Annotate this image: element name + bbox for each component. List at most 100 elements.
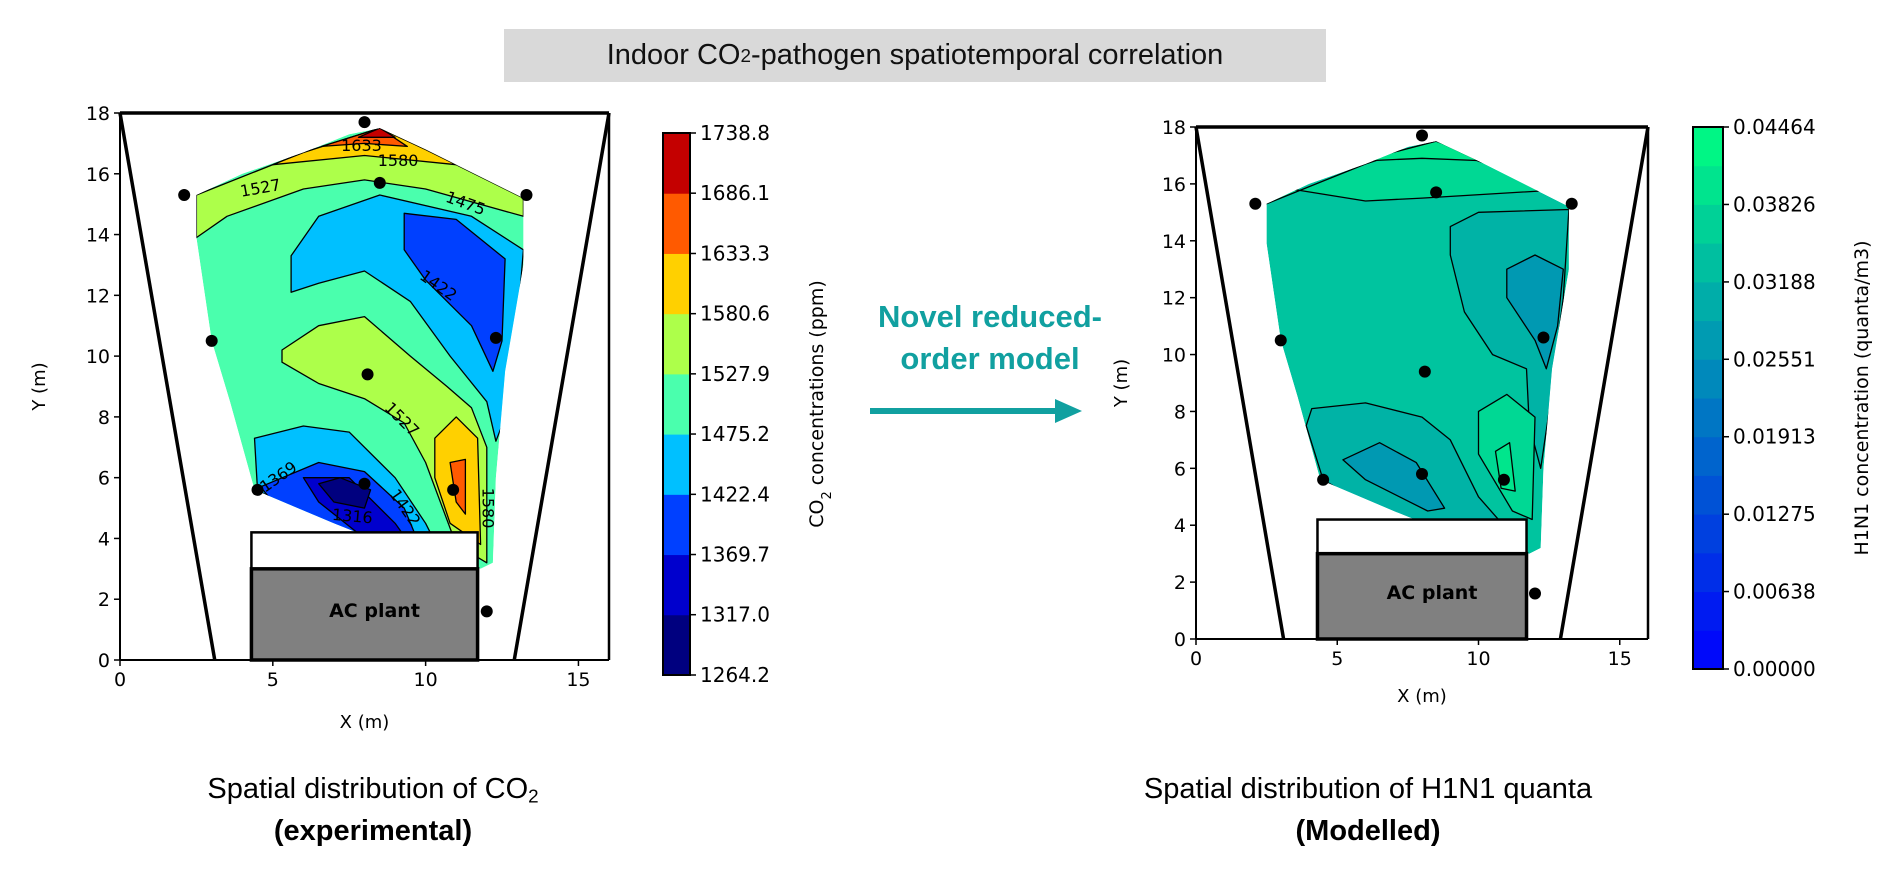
sensor-point	[1430, 186, 1443, 199]
x-tick-label: 0	[1190, 648, 1202, 670]
sensor-point	[1565, 197, 1578, 210]
colorbar-tick-label: 0.00000	[1733, 657, 1816, 681]
contour-field	[196, 128, 524, 569]
y-tick-label: 4	[1174, 515, 1186, 537]
colorbar-band	[1693, 436, 1723, 476]
colorbar-band	[1693, 475, 1723, 515]
colorbar-tick-label: 0.02551	[1733, 347, 1816, 371]
figure-title: Indoor CO 2 -pathogen spatiotemporal corre…	[504, 29, 1326, 82]
contour-region	[357, 128, 396, 138]
colorbar-band	[663, 253, 690, 315]
caption-left: Spatial distribution of CO2 (experimental…	[207, 773, 539, 847]
sensor-point	[1416, 468, 1428, 481]
colorbar-tick-label: 1580.6	[700, 302, 770, 326]
x-tick-label: 15	[1608, 648, 1632, 670]
x-tick-label: 15	[566, 669, 590, 691]
y-tick-label: 8	[98, 407, 110, 429]
co2-contour-chart: 1633158015271475142215271369131614221475…	[29, 103, 835, 733]
contour-region	[318, 477, 372, 509]
colorbar-band	[1693, 591, 1723, 631]
sensor-point	[358, 477, 371, 490]
colorbar-band	[663, 434, 690, 495]
y-tick-label: 6	[98, 468, 110, 490]
colorbar-band	[1693, 630, 1723, 670]
colorbar-tick-label: 1633.3	[700, 241, 770, 265]
x-tick-label: 5	[1331, 648, 1343, 670]
sensor-point	[1416, 129, 1428, 142]
room-wall	[118, 112, 217, 661]
ac-hood	[250, 531, 479, 571]
colorbar-band	[663, 133, 690, 194]
colorbar-label: H1N1 concentration (quanta/m3)	[1851, 240, 1873, 555]
colorbar-band	[1693, 165, 1723, 205]
colorbar-band	[1693, 320, 1723, 360]
y-tick-label: 0	[98, 650, 110, 672]
contour-region	[281, 315, 488, 564]
ac-hood	[1316, 518, 1528, 555]
colorbar-band	[1693, 514, 1723, 554]
colorbar-tick-label: 0.00638	[1733, 580, 1816, 604]
sensor-point	[1497, 473, 1510, 486]
y-tick-label: 18	[86, 103, 110, 125]
colorbar-tick-label: 1475.2	[700, 422, 770, 446]
contour-region	[403, 212, 506, 372]
colorbar-band	[1693, 243, 1723, 283]
contour-label: 1580	[478, 488, 497, 529]
y-axis-label: Y (m)	[1111, 359, 1132, 408]
sensor-point	[373, 176, 386, 189]
sensor-point	[178, 189, 191, 202]
caption-right: Spatial distribution of H1N1 quanta (Mode…	[1143, 773, 1593, 847]
ac-plant	[249, 567, 480, 662]
room-wall	[1558, 126, 1650, 640]
y-tick-label: 4	[98, 528, 110, 550]
ac-plant	[1315, 551, 1529, 641]
colorbar: 0.00000 0.00638 0.01275 0.01913 0.02551 0.031…	[1692, 115, 1873, 681]
sensor-point	[358, 116, 371, 129]
y-tick-label: 2	[98, 589, 110, 611]
colorbar-band	[663, 614, 690, 676]
x-tick-label: 0	[114, 669, 126, 691]
colorbar-tick-label: 0.01275	[1733, 502, 1816, 526]
colorbar-band	[663, 494, 690, 556]
y-axis-label: Y (m)	[29, 362, 50, 411]
room-wall	[512, 112, 611, 661]
colorbar-tick-label: 1317.0	[700, 603, 770, 627]
y-tick-label: 10	[86, 346, 110, 368]
room-wall	[1194, 126, 1286, 640]
arrow-head-icon	[1055, 399, 1082, 423]
sensor-point	[361, 368, 374, 381]
sensor-point	[480, 605, 493, 618]
colorbar-band	[663, 193, 690, 254]
colorbar-tick-label: 1686.1	[700, 181, 770, 205]
colorbar-band	[663, 554, 690, 616]
contour-region	[272, 128, 457, 166]
sensor-point	[205, 334, 218, 347]
contour-field	[1266, 141, 1569, 554]
ac-plant-label: AC plant	[1387, 582, 1478, 604]
x-tick-label: 5	[267, 669, 279, 691]
contour-label: 1316	[331, 505, 373, 527]
y-tick-label: 18	[1162, 117, 1186, 139]
x-axis-label: X (m)	[1397, 686, 1447, 707]
contour-label: 1633	[341, 136, 382, 155]
colorbar-band	[1693, 552, 1723, 593]
colorbar: 1264.2 1317.0 1369.7 1422.4 1475.2 1527.9 1580…	[662, 121, 835, 687]
y-tick-label: 8	[1174, 401, 1186, 423]
colorbar-band	[1693, 204, 1723, 244]
sensor-point	[520, 189, 533, 202]
sensor-point	[1317, 473, 1330, 486]
h1n1-contour-chart: AC plant 0 5 10 15 0 2 4 6 8 10 12 14 16 18 X (m) Y (m) 0…	[1111, 115, 1873, 707]
arrow-label: Novel reduced-order model	[878, 299, 1102, 376]
contour-region	[1342, 442, 1446, 512]
x-axis-label: X (m)	[340, 712, 390, 733]
colorbar-band	[663, 313, 690, 375]
colorbar-tick-label: 1527.9	[700, 362, 770, 386]
colorbar-band	[1693, 398, 1723, 438]
colorbar-tick-label: 0.03826	[1733, 192, 1816, 216]
sensor-point	[447, 483, 460, 496]
colorbar-tick-label: 1422.4	[700, 482, 770, 506]
x-tick-label: 10	[414, 669, 438, 691]
ac-plant-label: AC plant	[329, 600, 420, 622]
y-tick-label: 0	[1174, 629, 1186, 651]
